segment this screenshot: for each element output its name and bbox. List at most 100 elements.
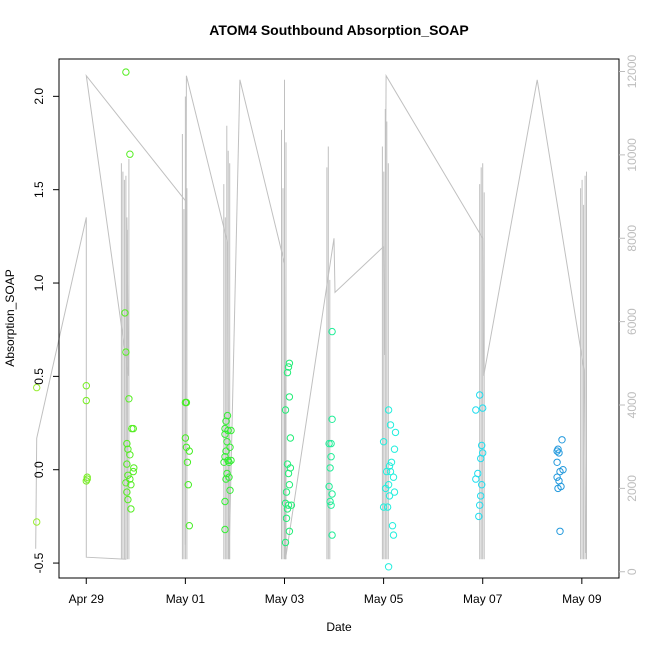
data-point [185,522,194,530]
data-point [282,488,291,496]
data-point [390,445,399,453]
data-point [381,484,390,493]
data-point [82,396,91,405]
data-point [222,417,230,425]
y2-tick-label: 0 [625,568,639,575]
data-point [222,447,230,455]
data-point [558,436,566,444]
data-point [283,505,292,513]
x-axis: Apr 29 May 01 May 03 May 05 May 07 May 09 [69,578,602,606]
data-point [126,451,134,459]
y2-tick-label: 6000 [625,308,639,335]
data-point [327,501,335,509]
data-point [123,460,131,468]
data-point [121,309,129,317]
data-point [391,428,400,437]
data-point [553,473,561,481]
data-point [33,518,41,526]
data-point [554,484,562,493]
data-point [184,481,193,489]
data-point [325,482,333,491]
data-point [472,406,480,414]
data-point [284,501,293,509]
data-point [389,473,398,481]
data-point [127,505,135,513]
data-point [129,424,138,433]
data-point [285,393,294,401]
data-point [284,469,293,478]
y2-tick-label: 12000 [625,54,639,88]
y-tick-label: 1.0 [32,274,46,291]
data-point [286,434,295,442]
plot-frame [58,58,620,579]
data-point [221,525,229,534]
x-axis-label: Date [326,620,352,634]
data-point [475,512,483,521]
data-point [476,501,484,509]
data-point [478,441,486,450]
data-point [325,439,333,448]
data-point [225,458,233,466]
data-point [328,531,336,539]
data-point [182,398,191,407]
data-point [123,439,131,448]
data-point [226,486,234,494]
data-point [327,453,335,461]
y2-tick-label: 2000 [625,475,639,502]
data-point [477,454,485,463]
x-tick-label: May 03 [265,592,305,606]
y-tick-label: 0.0 [32,461,46,478]
data-point [281,406,290,414]
data-point [181,434,190,442]
data-point [478,481,486,489]
data-point [287,501,296,509]
data-point [386,467,395,476]
data-point [559,466,567,474]
y-axis-label: Absorption_SOAP [3,269,17,366]
data-point [33,383,41,392]
y-tick-label: 0.5 [32,368,46,385]
secondary-trace-layer [35,73,587,560]
data-point [326,497,334,506]
y-tick-label: -0.5 [32,552,46,573]
secondary-trace-line [35,73,587,560]
data-point [477,492,485,500]
x-tick-label: Apr 29 [69,592,105,606]
data-point [122,479,130,487]
data-point [479,404,487,412]
y2-tick-label: 8000 [625,225,639,252]
data-point [122,68,130,76]
data-point [126,150,134,158]
data-point [223,438,231,446]
data-point [388,522,397,530]
data-point [123,488,131,496]
data-point [556,527,564,535]
data-point [384,406,393,414]
data-point [122,348,130,356]
data-point [283,368,292,377]
data-point [221,497,229,506]
data-point [285,481,294,489]
data-point [126,475,134,483]
data-point [384,563,393,571]
data-point [222,475,230,483]
data-point [385,492,394,500]
data-point [326,464,334,472]
data-point [127,481,135,489]
data-point [183,458,192,466]
data-point [128,424,136,433]
data-point [472,475,480,483]
y-axis-left: -0.5 0.0 0.5 1.0 1.5 2.0 [32,88,59,573]
data-point [389,531,398,539]
data-point [285,359,294,367]
x-tick-label: May 05 [364,592,404,606]
data-point [185,447,194,455]
data-point [386,421,395,429]
data-point [129,467,138,476]
data-point [125,395,133,403]
y2-tick-label: 4000 [625,391,639,418]
data-point [555,449,563,457]
data-point [82,477,91,485]
y-tick-label: 2.0 [32,88,46,105]
